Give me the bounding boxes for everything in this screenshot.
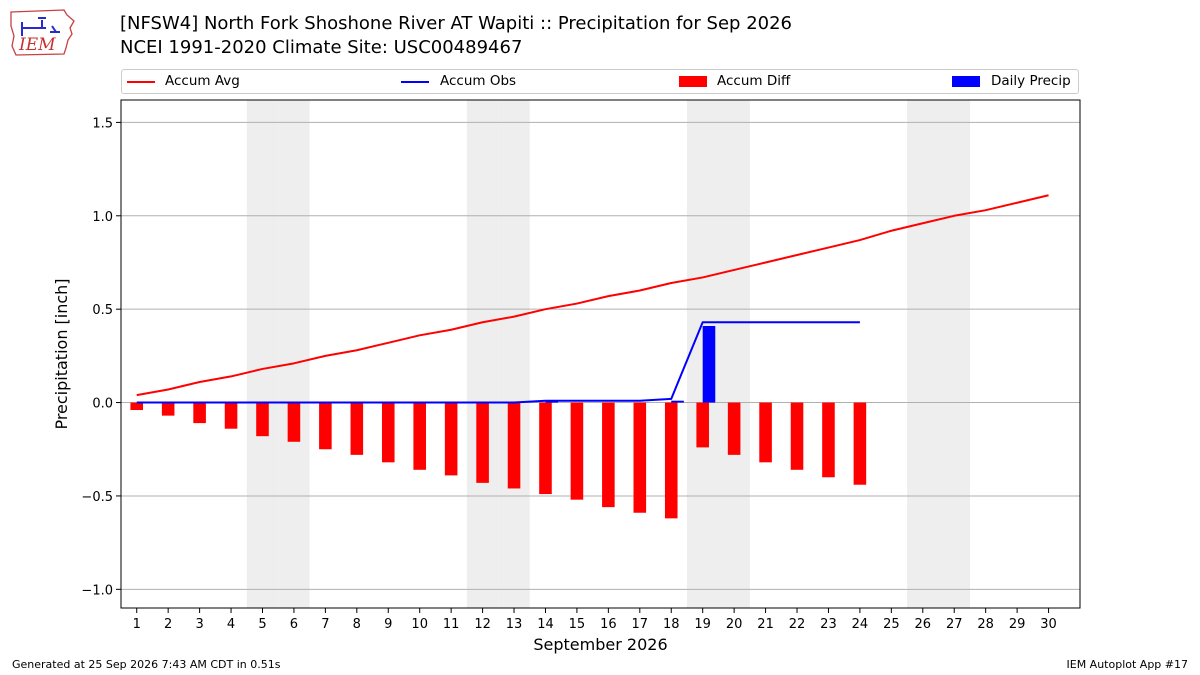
accum-diff-bar-8	[350, 402, 364, 455]
legend-swatch-accum-diff	[679, 76, 707, 87]
x-tick-label-29: 29	[1009, 617, 1026, 632]
x-tick-label-27: 27	[946, 617, 963, 632]
x-axis: 1 2 3 4 5 6 7 8 9 10 11 12 13 14 15 16 17 18 19 20 21 22 23 24 2…	[133, 608, 1057, 632]
accum-diff-bar-22	[790, 402, 804, 470]
accum-diff-bar-5	[256, 402, 269, 437]
weekend-band-27	[938, 100, 970, 608]
x-tick-label-17: 17	[632, 617, 649, 632]
accum-diff-bar-6	[287, 402, 301, 442]
y-tick-label-1: −0.5	[81, 490, 113, 505]
accum-diff-bars	[130, 402, 867, 519]
weather-station-icon	[21, 17, 60, 36]
y-tick-label-5: 1.5	[92, 116, 113, 131]
x-tick-label-5: 5	[258, 617, 266, 632]
x-tick-label-12: 12	[474, 617, 491, 632]
accum-diff-bar-3	[193, 402, 206, 424]
legend-label-accum-avg: Accum Avg	[165, 73, 240, 89]
accum-diff-bar-7	[319, 402, 332, 450]
y-tick-label-0: −1.0	[81, 583, 113, 598]
x-tick-label-6: 6	[290, 617, 298, 632]
legend-swatch-accum-obs	[401, 81, 429, 83]
y-axis-label: Precipitation [inch]	[52, 278, 71, 429]
x-tick-label-23: 23	[820, 617, 837, 632]
x-tick-label-11: 11	[443, 617, 460, 632]
x-tick-label-3: 3	[195, 617, 203, 632]
accum-diff-bar-13	[507, 402, 521, 489]
iem-logo: IEM	[10, 9, 75, 56]
x-tick-label-9: 9	[384, 617, 392, 632]
accum-diff-bar-1	[130, 402, 144, 411]
y-axis: −1.0 −0.5 0.0 0.5 1.0 1.5	[81, 116, 121, 598]
x-tick-label-25: 25	[883, 617, 900, 632]
legend-swatch-daily-precip	[952, 76, 980, 87]
accum-diff-bar-9	[381, 402, 395, 463]
x-tick-label-15: 15	[569, 617, 586, 632]
legend-swatch-accum-avg	[127, 81, 155, 83]
accum-diff-bar-14	[539, 402, 552, 495]
x-tick-label-14: 14	[537, 617, 554, 632]
logo-text: IEM	[18, 35, 56, 55]
weekend-band-6	[278, 100, 310, 608]
generated-timestamp: Generated at 25 Sep 2026 7:43 AM CDT in …	[12, 658, 281, 671]
chart-title: [NFSW4] North Fork Shoshone River AT Wap…	[120, 13, 793, 34]
plot-frame	[120, 99, 1081, 609]
accum-obs-line	[136, 321, 860, 404]
accum-diff-bar-15	[570, 402, 584, 500]
accum-diff-bar-23	[822, 402, 835, 478]
daily-precip-bar-18	[671, 400, 684, 403]
accum-diff-bar-2	[161, 402, 175, 416]
y-tick-label-4: 1.0	[92, 210, 113, 225]
daily-precip-bar-19	[702, 325, 716, 403]
x-tick-label-4: 4	[227, 617, 235, 632]
x-tick-label-16: 16	[600, 617, 617, 632]
app-id: IEM Autoplot App #17	[1066, 658, 1189, 671]
legend-label-accum-obs: Accum Obs	[440, 73, 517, 89]
accum-diff-bar-20	[727, 402, 741, 455]
x-tick-label-7: 7	[321, 617, 329, 632]
accum-diff-bar-21	[759, 402, 772, 463]
accum-diff-bar-18	[664, 402, 678, 519]
weekend-band-20	[718, 100, 750, 608]
x-tick-label-30: 30	[1040, 617, 1057, 632]
chart-subtitle: NCEI 1991-2020 Climate Site: USC00489467	[120, 37, 523, 58]
accum-diff-bar-24	[853, 402, 867, 485]
x-tick-label-8: 8	[353, 617, 361, 632]
legend: Accum Avg Accum Obs Accum Diff Daily Pre…	[121, 69, 1079, 94]
x-axis-label: September 2026	[533, 635, 667, 654]
accum-diff-bar-19	[696, 402, 709, 448]
accum-diff-bar-12	[476, 402, 489, 483]
y-tick-label-2: 0.0	[92, 397, 113, 412]
series-lines	[136, 194, 1049, 404]
legend-label-accum-diff: Accum Diff	[717, 73, 791, 89]
accum-diff-bar-16	[602, 402, 615, 508]
iowa-outline	[10, 9, 75, 56]
weekend-band-26	[907, 100, 939, 608]
accum-diff-bar-11	[444, 402, 458, 476]
y-tick-label-3: 0.5	[92, 303, 113, 318]
legend-label-daily-precip: Daily Precip	[991, 73, 1071, 89]
x-tick-label-28: 28	[977, 617, 994, 632]
x-tick-label-18: 18	[663, 617, 680, 632]
x-tick-label-26: 26	[915, 617, 932, 632]
x-tick-label-19: 19	[694, 617, 711, 632]
x-tick-label-22: 22	[789, 617, 806, 632]
x-tick-label-21: 21	[757, 617, 774, 632]
x-tick-label-10: 10	[411, 617, 428, 632]
weekend-band-5	[246, 100, 279, 608]
weekend-bands	[246, 100, 970, 608]
accum-avg-line	[136, 194, 1049, 397]
y-gridlines	[121, 121, 1080, 590]
x-tick-label-1: 1	[133, 617, 141, 632]
x-tick-label-2: 2	[164, 617, 172, 632]
weekend-band-12	[466, 100, 499, 608]
x-tick-label-13: 13	[506, 617, 523, 632]
x-tick-label-20: 20	[726, 617, 743, 632]
accum-diff-bar-17	[633, 402, 647, 513]
x-tick-label-24: 24	[852, 617, 869, 632]
accum-diff-bar-10	[413, 402, 426, 470]
weekend-band-13	[498, 100, 530, 608]
accum-diff-bar-4	[224, 402, 238, 429]
